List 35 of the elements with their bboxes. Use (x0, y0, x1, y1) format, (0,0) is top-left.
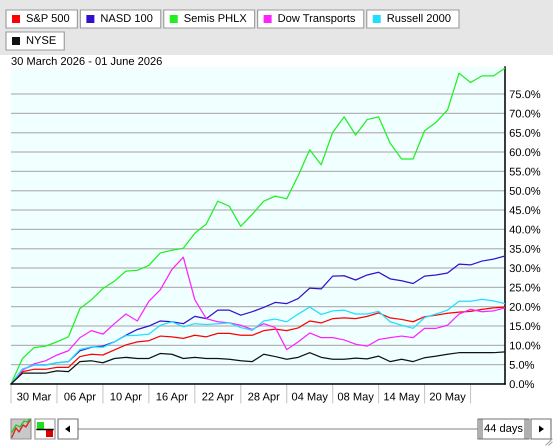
x-tick-label: 14 May (384, 392, 420, 403)
legend-label: NASD 100 (101, 14, 152, 22)
x-tick-label: 08 May (338, 392, 374, 403)
y-tick-label: 30.0% (510, 264, 540, 272)
y-tick-label: 60.0% (510, 148, 540, 156)
x-tick-label: 06 Apr (64, 392, 96, 403)
y-tick-label: 25.0% (510, 284, 540, 292)
legend-label: Russell 2000 (388, 14, 451, 22)
x-tick-label: 16 Apr (156, 392, 188, 403)
y-tick-label: 50.0% (510, 186, 540, 195)
x-tick-label: 04 May (292, 392, 328, 403)
x-tick-label: 20 May (430, 392, 466, 403)
y-tick-label: 5.0% (510, 360, 534, 369)
line-series (11, 68, 505, 384)
y-tick-label: 75.0% (510, 90, 540, 98)
y-tick-label: 15.0% (510, 322, 540, 330)
x-tick-label: 10 Apr (110, 392, 142, 403)
y-tick-label: 45.0% (509, 206, 540, 214)
y-tick-label: 10.0% (510, 342, 540, 350)
y-tick-label: 0.0% (510, 380, 534, 388)
legend-label: S&P 500 (26, 14, 70, 22)
x-tick-label: 30 Mar (17, 392, 52, 400)
x-tick-label: 22 Apr (202, 392, 234, 403)
y-tick-label: 35.0% (510, 244, 540, 253)
legend-label: Semis PHLX (184, 14, 246, 22)
y-tick-label: 70.0% (510, 110, 540, 118)
legend-label: Dow Transports (278, 14, 356, 24)
x-tick-label: 28 Apr (248, 392, 280, 403)
chart-title: 30 March 2026 - 01 June 2026 (11, 56, 162, 65)
y-tick-label: 20.0% (510, 302, 540, 311)
y-tick-label: 55.0% (510, 168, 540, 176)
text: 44 days (484, 424, 523, 434)
y-tick-label: 40.0% (509, 226, 540, 234)
y-tick-label: 65.0% (510, 128, 540, 137)
legend-label: NYSE (26, 36, 56, 44)
